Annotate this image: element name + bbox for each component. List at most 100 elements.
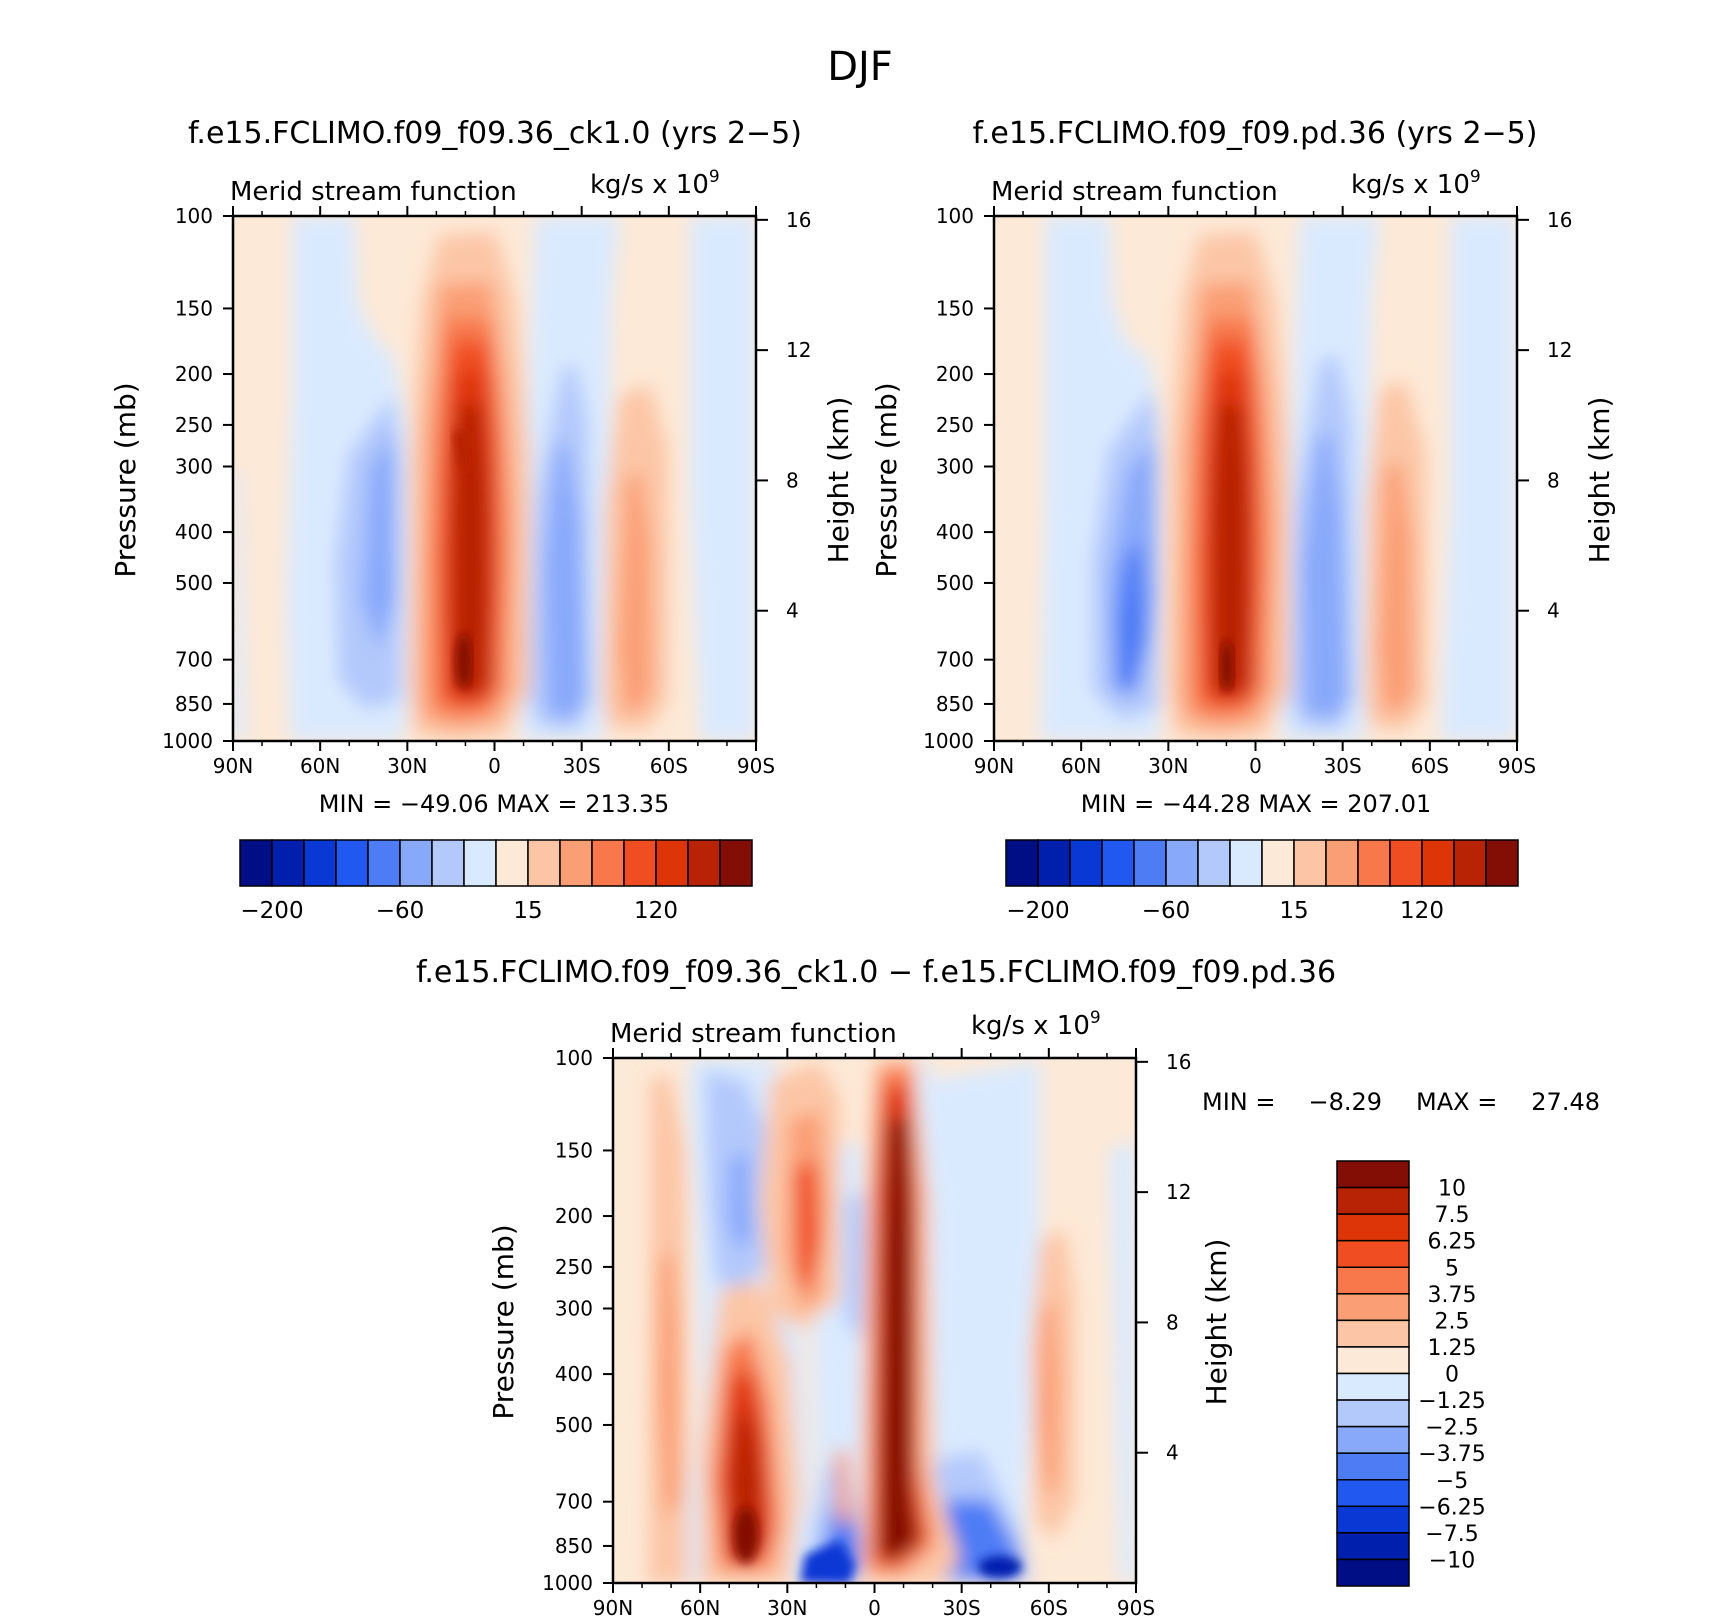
right-colorbar-box bbox=[1197, 839, 1231, 887]
figure-title: DJF bbox=[827, 44, 893, 90]
panel-diff-min-label: MIN = bbox=[1202, 1088, 1275, 1116]
diff-colorbar-box bbox=[1336, 1479, 1410, 1508]
left-xtick-label: 0 bbox=[488, 754, 501, 778]
panel-left-minmax: MIN = −49.06 MAX = 213.35 bbox=[319, 790, 669, 818]
left-colorbar-box bbox=[559, 839, 593, 887]
diff-xtick-label: 30N bbox=[767, 1596, 807, 1620]
left-xtick-label: 90N bbox=[213, 754, 253, 778]
diff-xtick-label: 90S bbox=[1117, 1596, 1155, 1620]
diff-xtick-label: 60N bbox=[680, 1596, 720, 1620]
diff-colorbar-box bbox=[1336, 1346, 1410, 1375]
panel-diff-colorbar: 107.56.2553.752.51.250−1.25−2.5−3.75−5−6… bbox=[1336, 1160, 1486, 1587]
diff-xtick-label: 60S bbox=[1030, 1596, 1068, 1620]
panel-diff: f.e15.FCLIMO.f09_f09.36_ck1.0 − f.e15.FC… bbox=[416, 955, 1600, 1620]
right-colorbar-box bbox=[1389, 839, 1423, 887]
left-colorbar-label: −200 bbox=[240, 898, 303, 924]
diff-ytick-label: 150 bbox=[555, 1138, 593, 1162]
panel-left-y2label: Height (km) bbox=[822, 397, 855, 564]
diff-colorbar-box bbox=[1336, 1558, 1410, 1587]
diff-colorbar-box bbox=[1336, 1532, 1410, 1561]
left-ytick-label: 200 bbox=[175, 362, 213, 386]
right-colorbar-label: −200 bbox=[1006, 898, 1069, 924]
left-colorbar-label: 15 bbox=[513, 898, 542, 924]
right-ytick-label: 150 bbox=[936, 296, 974, 320]
diff-colorbar-label: 3.75 bbox=[1428, 1283, 1477, 1308]
left-colorbar-box bbox=[527, 839, 561, 887]
left-colorbar-box bbox=[495, 839, 529, 887]
right-xtick-label: 30S bbox=[1324, 754, 1362, 778]
panel-diff-title: f.e15.FCLIMO.f09_f09.36_ck1.0 − f.e15.FC… bbox=[416, 955, 1336, 990]
diff-y2tick-label: 16 bbox=[1166, 1050, 1191, 1074]
diff-y2tick-label: 12 bbox=[1166, 1180, 1191, 1204]
panel-right-heatmap bbox=[994, 216, 1517, 741]
panel-diff-y2label: Height (km) bbox=[1200, 1239, 1233, 1406]
panel-right-frame: 90N 60N 30N 0 30S 60S 90S 100 150 200 250 300 400 500… bbox=[923, 204, 1572, 778]
diff-colorbar-box bbox=[1336, 1213, 1410, 1242]
diff-ytick-label: 850 bbox=[555, 1534, 593, 1558]
right-colorbar-label: −60 bbox=[1142, 898, 1191, 924]
left-colorbar-box bbox=[463, 839, 497, 887]
diff-ytick-label: 250 bbox=[555, 1255, 593, 1279]
right-colorbar-box bbox=[1069, 839, 1103, 887]
left-ytick-label: 850 bbox=[175, 692, 213, 716]
panel-left-units: kg/s x 109 bbox=[590, 167, 720, 200]
panel-diff-heatmap bbox=[613, 1058, 1136, 1583]
diff-ytick-label: 400 bbox=[555, 1362, 593, 1386]
diff-ytick-label: 100 bbox=[555, 1046, 593, 1070]
left-colorbar-box bbox=[719, 839, 753, 887]
panel-diff-frame: 90N 60N 30N 0 30S 60S 90S 100 150 200 250 300 400 500… bbox=[542, 1046, 1191, 1620]
right-y2tick-label: 4 bbox=[1547, 599, 1560, 623]
right-colorbar-box bbox=[1165, 839, 1199, 887]
panel-right-title: f.e15.FCLIMO.f09_f09.pd.36 (yrs 2−5) bbox=[973, 116, 1538, 151]
right-colorbar-box bbox=[1005, 839, 1039, 887]
left-ytick-label: 1000 bbox=[162, 729, 213, 753]
left-colorbar-box bbox=[303, 839, 337, 887]
right-colorbar-box bbox=[1453, 839, 1487, 887]
left-colorbar-box bbox=[271, 839, 305, 887]
left-colorbar-box bbox=[687, 839, 721, 887]
left-xtick-label: 60S bbox=[650, 754, 688, 778]
panel-right-minmax: MIN = −44.28 MAX = 207.01 bbox=[1081, 790, 1431, 818]
right-xtick-label: 0 bbox=[1249, 754, 1262, 778]
panel-right: f.e15.FCLIMO.f09_f09.pd.36 (yrs 2−5) Mer… bbox=[870, 116, 1616, 924]
diff-ytick-label: 300 bbox=[555, 1296, 593, 1320]
right-colorbar-box bbox=[1133, 839, 1167, 887]
left-ytick-label: 500 bbox=[175, 571, 213, 595]
left-ytick-label: 100 bbox=[175, 204, 213, 228]
panel-right-variable: Merid stream function bbox=[991, 177, 1278, 207]
panel-diff-min-value: −8.29 bbox=[1308, 1088, 1382, 1116]
left-colorbar-box bbox=[239, 839, 273, 887]
left-colorbar-box bbox=[431, 839, 465, 887]
right-ytick-label: 700 bbox=[936, 648, 974, 672]
right-ytick-label: 100 bbox=[936, 204, 974, 228]
panel-right-colorbar: −200 −60 15 120 bbox=[1005, 839, 1519, 924]
diff-y2tick-label: 4 bbox=[1166, 1441, 1179, 1465]
panel-left-title: f.e15.FCLIMO.f09_f09.36_ck1.0 (yrs 2−5) bbox=[188, 116, 802, 151]
panel-left: f.e15.FCLIMO.f09_f09.36_ck1.0 (yrs 2−5) … bbox=[109, 116, 855, 924]
right-colorbar-box bbox=[1325, 839, 1359, 887]
left-ytick-label: 250 bbox=[175, 413, 213, 437]
left-colorbar-box bbox=[591, 839, 625, 887]
panel-diff-ylabel: Pressure (mb) bbox=[487, 1224, 520, 1419]
diff-colorbar-box bbox=[1336, 1239, 1410, 1268]
diff-ytick-label: 700 bbox=[555, 1490, 593, 1514]
left-y2tick-label: 12 bbox=[786, 338, 811, 362]
right-xtick-label: 90N bbox=[974, 754, 1014, 778]
right-colorbar-box bbox=[1485, 839, 1519, 887]
diff-colorbar-label: 1.25 bbox=[1428, 1336, 1477, 1361]
left-xtick-label: 90S bbox=[737, 754, 775, 778]
right-colorbar-box bbox=[1037, 839, 1071, 887]
panel-left-frame: 90N 60N 30N 0 30S 60S 90S 100 150 200 250 300 400 500… bbox=[162, 204, 811, 778]
diff-xtick-label: 30S bbox=[943, 1596, 981, 1620]
diff-colorbar-label: 6.25 bbox=[1428, 1230, 1477, 1255]
left-colorbar-box bbox=[399, 839, 433, 887]
right-colorbar-box bbox=[1229, 839, 1263, 887]
left-xtick-label: 60N bbox=[300, 754, 340, 778]
diff-colorbar-label: 0 bbox=[1445, 1363, 1459, 1388]
panel-right-units: kg/s x 109 bbox=[1351, 167, 1481, 200]
diff-colorbar-box bbox=[1336, 1266, 1410, 1295]
right-ytick-label: 1000 bbox=[923, 729, 974, 753]
diff-colorbar-label: −10 bbox=[1429, 1548, 1475, 1573]
left-xtick-label: 30S bbox=[563, 754, 601, 778]
diff-colorbar-box bbox=[1336, 1372, 1410, 1401]
